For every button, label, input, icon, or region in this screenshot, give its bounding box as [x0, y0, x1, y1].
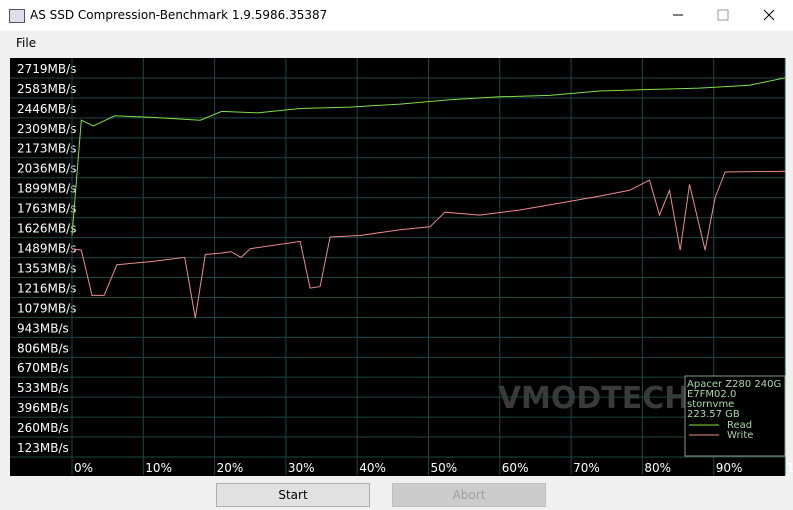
- y-tick-label: 670MB/s: [17, 361, 69, 375]
- app-icon: [9, 9, 25, 23]
- y-tick-label: 2173MB/s: [17, 142, 76, 156]
- y-tick-label: 2446MB/s: [17, 102, 76, 116]
- series-line: [71, 77, 786, 236]
- title-bar: AS SSD Compression-Benchmark 1.9.5986.35…: [0, 0, 793, 31]
- start-button[interactable]: Start: [216, 483, 370, 507]
- y-tick-label: 806MB/s: [17, 341, 69, 355]
- y-tick-label: 2719MB/s: [17, 62, 76, 76]
- x-tick-label: 90%: [716, 461, 743, 475]
- device-info: stornvme: [687, 399, 734, 410]
- window-title: AS SSD Compression-Benchmark 1.9.5986.35…: [30, 8, 328, 22]
- x-tick-label: 40%: [359, 461, 386, 475]
- x-tick-label: 80%: [644, 461, 671, 475]
- chart: VMODTECH.COM2719MB/s2583MB/s2446MB/s2309…: [10, 58, 793, 476]
- y-tick-label: 2583MB/s: [17, 82, 76, 96]
- x-tick-label: 20%: [217, 461, 244, 475]
- device-info: Apacer Z280 240G: [687, 379, 781, 390]
- menu-item[interactable]: File: [16, 36, 37, 50]
- x-tick-label: 50%: [431, 461, 458, 475]
- y-tick-label: 533MB/s: [17, 381, 69, 395]
- abort-button: Abort: [392, 483, 546, 507]
- y-tick-label: 1489MB/s: [17, 242, 76, 256]
- series-line: [71, 170, 786, 319]
- x-tick-label: 10%: [145, 461, 172, 475]
- legend-box: [684, 375, 786, 457]
- minimize-button[interactable]: [668, 5, 688, 25]
- device-info: 223.57 GB: [687, 409, 740, 420]
- y-tick-label: 1079MB/s: [17, 301, 76, 315]
- y-tick-label: 1353MB/s: [17, 261, 76, 275]
- x-tick-label: 30%: [288, 461, 315, 475]
- maximize-button[interactable]: [713, 5, 733, 25]
- y-tick-label: 943MB/s: [17, 321, 69, 335]
- legend-label: Read: [727, 420, 752, 431]
- plot-background: [10, 58, 785, 476]
- menu-bar: File: [0, 31, 793, 53]
- legend-label: Write: [727, 430, 753, 441]
- y-tick-label: 1899MB/s: [17, 182, 76, 196]
- y-tick-label: 2036MB/s: [17, 162, 76, 176]
- y-tick-label: 260MB/s: [17, 421, 69, 435]
- close-button[interactable]: [759, 5, 779, 25]
- x-tick-label: 100%: [787, 461, 793, 475]
- y-tick-label: 123MB/s: [17, 441, 69, 455]
- x-tick-label: 70%: [573, 461, 600, 475]
- y-tick-label: 396MB/s: [17, 401, 69, 415]
- x-tick-label: 60%: [502, 461, 529, 475]
- x-tick-label: 0%: [74, 461, 93, 475]
- device-info: E7FM02.0: [687, 389, 736, 400]
- y-tick-label: 1763MB/s: [17, 202, 76, 216]
- y-tick-label: 1216MB/s: [17, 281, 76, 295]
- y-tick-label: 1626MB/s: [17, 222, 76, 236]
- y-tick-label: 2309MB/s: [17, 122, 76, 136]
